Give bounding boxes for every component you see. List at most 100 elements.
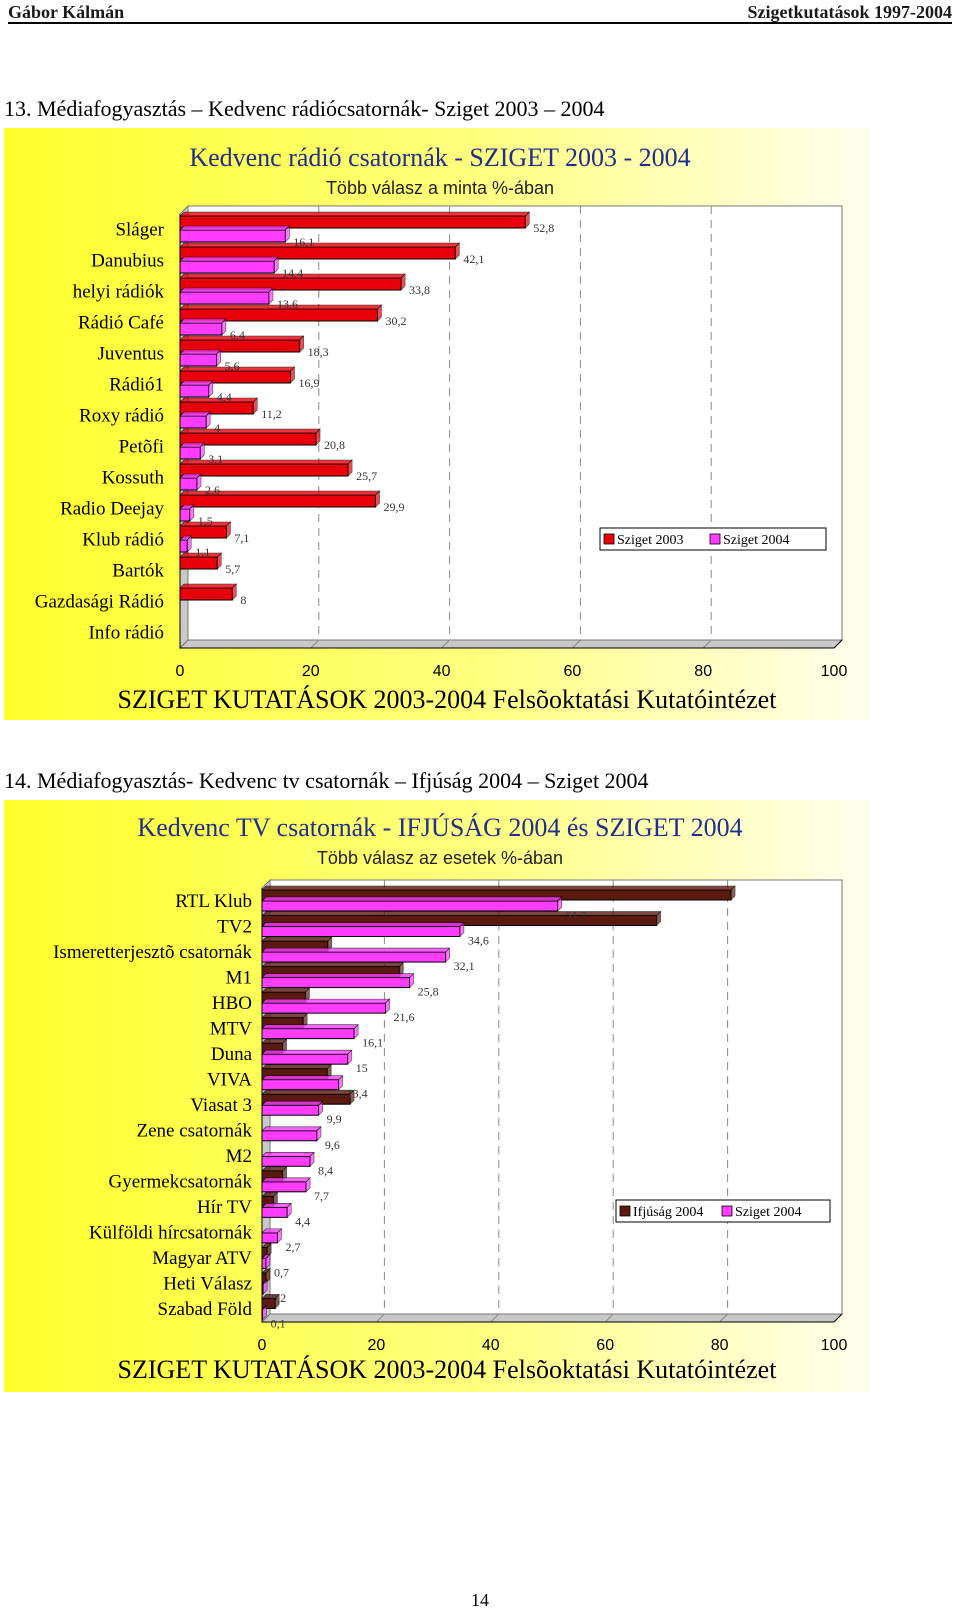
bar-side: [557, 896, 563, 912]
document-title: Szigetkutatások 1997-2004: [747, 2, 952, 22]
bar: [261, 1155, 311, 1167]
bar: [261, 1002, 387, 1014]
bar: [261, 1028, 355, 1040]
category-label: Gazdasági Rádió: [35, 592, 164, 613]
bar-top: [261, 885, 736, 891]
x-tick-label: 80: [694, 663, 712, 680]
category-label: Danubius: [91, 251, 164, 272]
bar-side: [525, 211, 530, 229]
bar-top: [261, 922, 465, 927]
bar-side: [186, 535, 192, 553]
bar-side: [338, 1074, 343, 1091]
category-label: Duna: [211, 1044, 253, 1065]
bar-top: [179, 225, 291, 231]
bar-side: [216, 552, 222, 570]
bar: [179, 508, 191, 522]
category-label: Bartók: [112, 561, 164, 582]
category-label: Hír TV: [197, 1197, 252, 1218]
x-tick-label: 60: [596, 1337, 614, 1354]
x-tick-label: 100: [821, 1337, 848, 1354]
bar-side: [205, 411, 211, 429]
data-label: 0,2: [271, 1291, 286, 1305]
tv-chart-svg: Kedvenc TV csatornák - IFJÚSÁG 2004 és S…: [4, 800, 870, 1392]
bar-side: [284, 225, 290, 243]
data-label: 11,2: [261, 407, 282, 421]
bar-side: [252, 397, 258, 415]
bar-side: [347, 1049, 353, 1065]
bar-side: [318, 1100, 323, 1116]
bar-side: [326, 1063, 332, 1080]
section-title-13: 13. Médiafogyasztás – Kedvenc rádiócsato…: [4, 96, 605, 121]
bar-top: [179, 211, 531, 217]
bar-side: [309, 1151, 315, 1168]
bar: [179, 463, 349, 477]
x-tick-label: 20: [368, 1337, 386, 1354]
bar-top: [261, 1024, 359, 1029]
bar-side: [265, 1253, 271, 1270]
data-label: 1,1: [195, 545, 210, 559]
bar: [179, 229, 286, 243]
category-label: Info rádió: [89, 623, 164, 644]
bar: [261, 1232, 278, 1244]
bar-side: [226, 521, 231, 539]
bar: [179, 477, 198, 491]
bar-side: [327, 936, 333, 952]
bar-side: [398, 961, 404, 978]
gridline-floor: [719, 1313, 728, 1323]
category-label: Viasat 3: [190, 1095, 252, 1116]
gridline-floor: [572, 639, 581, 649]
bar-top: [261, 962, 405, 967]
bar-side: [305, 1177, 311, 1193]
bar-side: [216, 349, 221, 367]
data-label: 9,9: [327, 1112, 342, 1126]
data-label: 4,4: [217, 390, 232, 404]
bar: [261, 1206, 288, 1218]
category-label: Gyermekcsatornák: [109, 1172, 253, 1193]
x-tick-label: 40: [482, 1337, 500, 1354]
bar-side: [302, 1012, 308, 1029]
bar-top: [261, 947, 451, 953]
bar-side: [282, 1038, 287, 1054]
chart-footer: SZIGET KUTATÁSOK 2003-2004 Felsõoktatási…: [118, 685, 778, 714]
category-label: Külföldi hírcsatornák: [89, 1223, 253, 1244]
section-title-14: 14. Médiafogyasztás- Kedvenc tv csatorná…: [4, 768, 649, 793]
category-label: TV2: [217, 916, 252, 937]
chart-title: Kedvenc TV csatornák - IFJÚSÁG 2004 és S…: [137, 813, 742, 842]
category-label: M1: [226, 967, 252, 988]
bar-top: [261, 973, 415, 978]
chart-subtitle: Több válasz az esetek %-ában: [317, 848, 563, 868]
bar: [179, 322, 223, 336]
gridline-floor: [490, 1313, 500, 1323]
bar-side: [189, 504, 195, 522]
bar-side: [221, 318, 227, 336]
bar-top: [261, 1049, 353, 1055]
data-label: 34,6: [468, 934, 489, 948]
gridline-floor: [604, 1313, 614, 1323]
bar-top: [179, 459, 353, 465]
x-tick-label: 80: [711, 1337, 729, 1354]
bar: [261, 977, 411, 989]
x-tick-label: 100: [821, 663, 848, 680]
bar-top: [261, 998, 391, 1004]
bar: [179, 353, 218, 367]
legend-swatch: [619, 1205, 631, 1217]
data-label: 8,4: [318, 1163, 333, 1177]
bar-side: [232, 583, 237, 601]
bar-side: [459, 921, 465, 938]
data-label: 5,7: [225, 562, 240, 576]
bar-top: [261, 987, 311, 993]
data-label: 16,9: [299, 376, 320, 390]
data-label: 2,7: [285, 1240, 300, 1254]
data-label: 16,1: [362, 1036, 383, 1050]
data-label: 20,8: [324, 438, 345, 452]
bar-side: [282, 1166, 287, 1182]
bar-side: [286, 1202, 292, 1219]
data-label: 30,2: [386, 314, 407, 328]
category-label: Rádió Café: [78, 313, 164, 334]
category-label: Petõfi: [119, 437, 164, 458]
bar-side: [273, 256, 279, 274]
bar-top: [179, 428, 321, 434]
data-label: 4: [214, 421, 220, 435]
data-label: 51,7: [566, 908, 587, 922]
bar-side: [400, 273, 406, 291]
